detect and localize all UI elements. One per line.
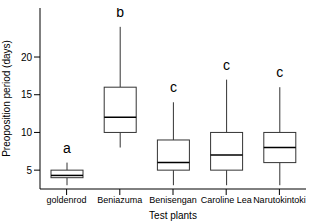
svg-text:15: 15 — [21, 89, 33, 100]
svg-text:5: 5 — [26, 165, 32, 176]
svg-text:Test plants: Test plants — [149, 210, 197, 221]
svg-text:Caroline Lea: Caroline Lea — [201, 195, 252, 205]
svg-text:a: a — [63, 140, 71, 156]
svg-text:Narutokintoki: Narutokintoki — [253, 195, 304, 205]
svg-text:10: 10 — [21, 127, 33, 138]
svg-text:goldenrod: goldenrod — [47, 195, 87, 205]
svg-text:c: c — [170, 79, 177, 95]
svg-text:c: c — [223, 57, 230, 73]
svg-text:Beniazuma: Beniazuma — [97, 195, 142, 205]
svg-text:Preoposition period (days): Preoposition period (days) — [8, 40, 12, 157]
svg-text:b: b — [116, 8, 124, 20]
svg-text:20: 20 — [21, 52, 33, 63]
svg-text:Benisengan: Benisengan — [149, 195, 197, 205]
svg-text:c: c — [276, 64, 283, 80]
